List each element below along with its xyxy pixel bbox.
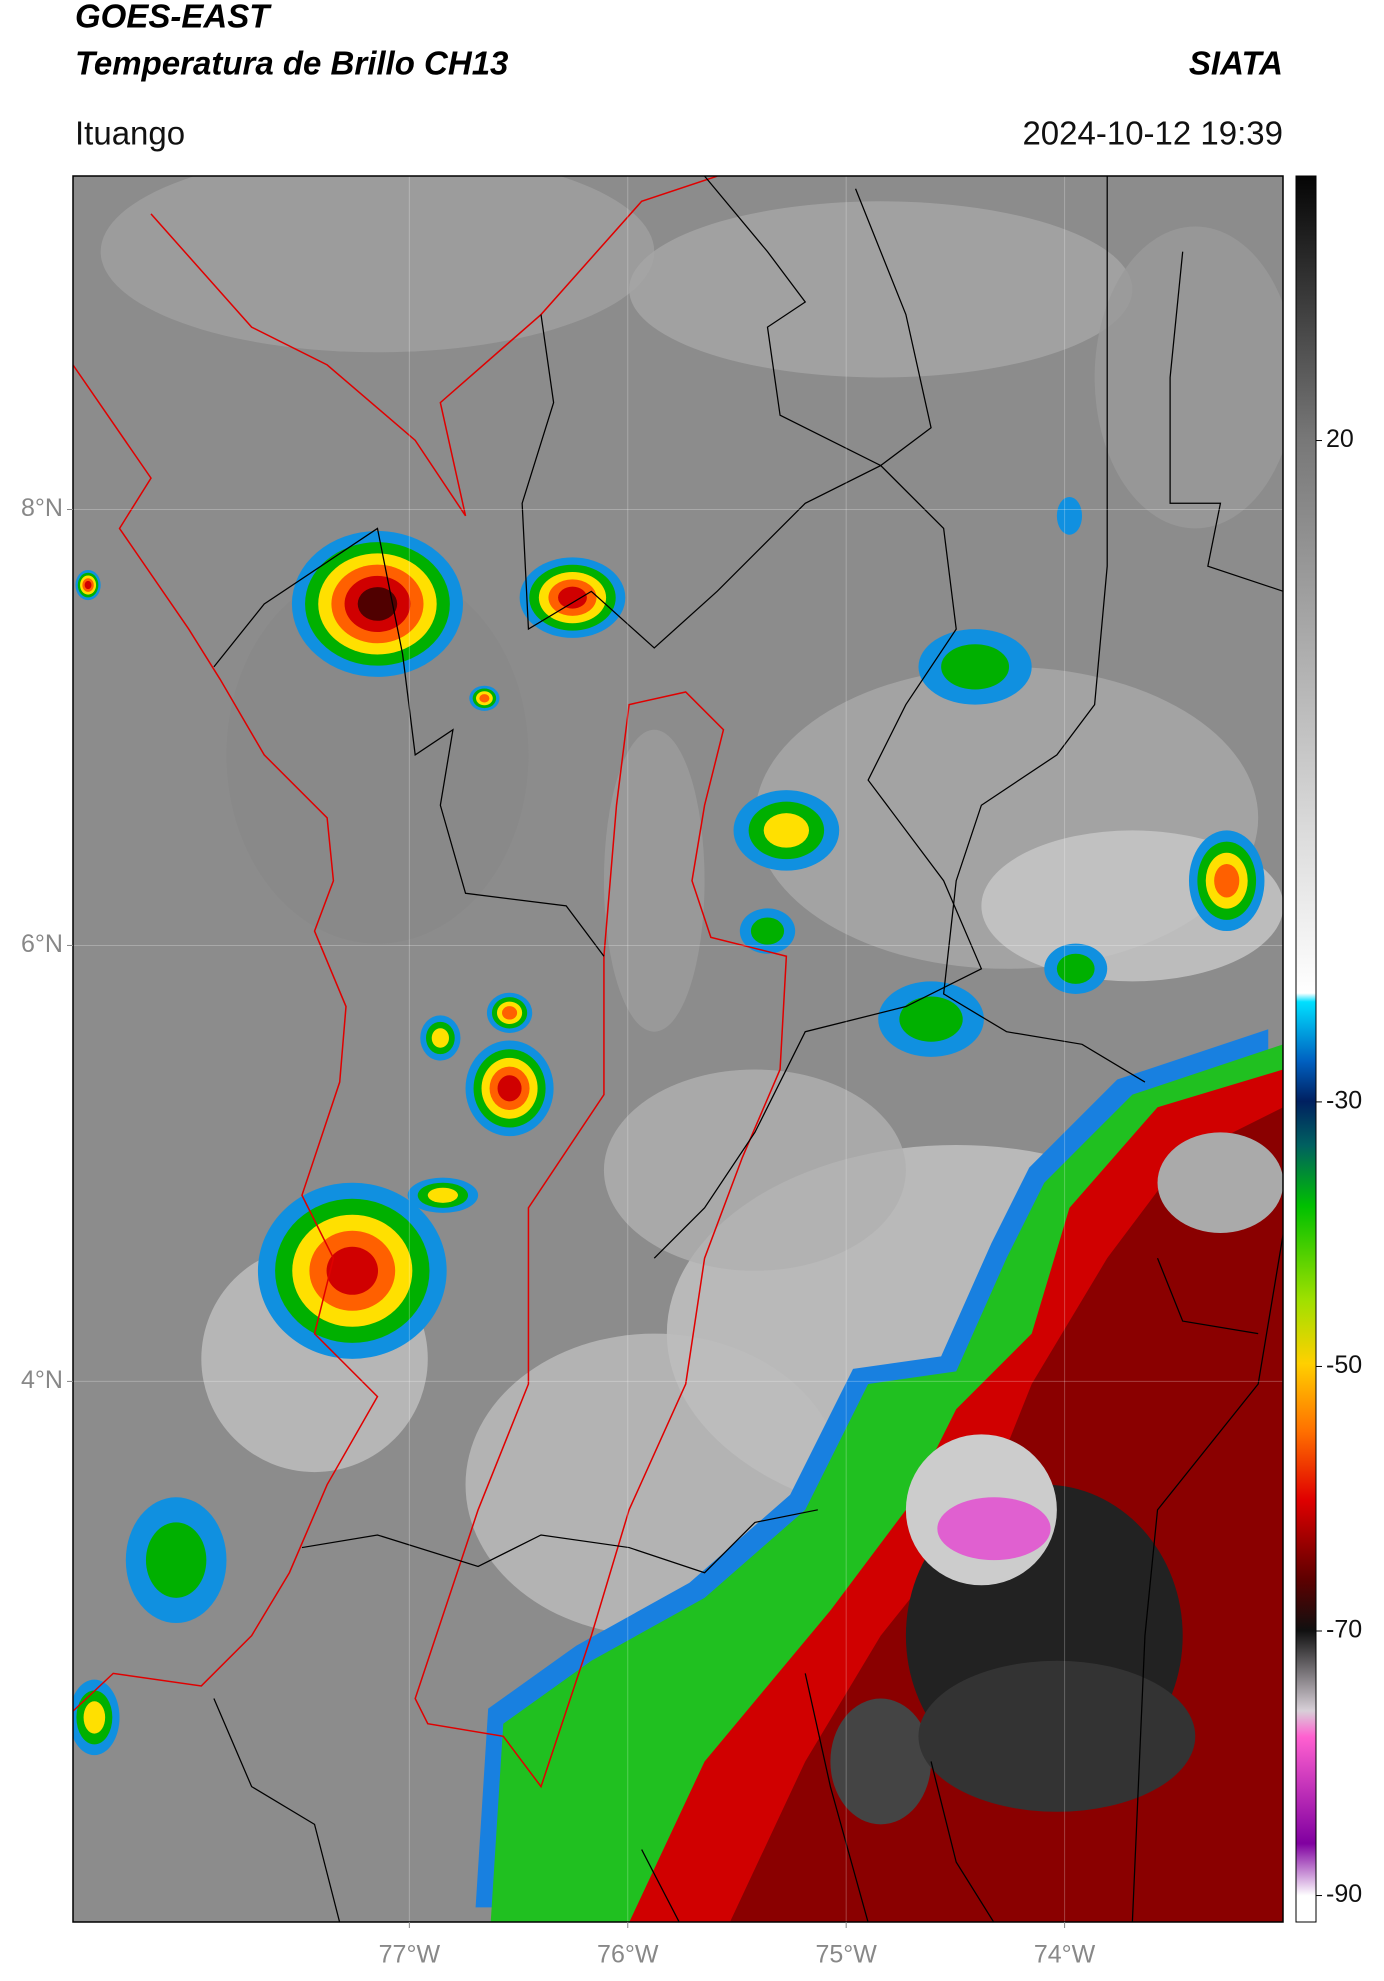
y-tick-label: 6°N <box>21 930 63 958</box>
cloud-patch <box>603 729 705 1032</box>
x-tick-label: 74°W <box>1034 1941 1096 1969</box>
boundary <box>301 1509 818 1574</box>
storm-cell <box>479 694 490 703</box>
storm-cell <box>431 1028 449 1048</box>
storm-cell <box>1056 496 1083 535</box>
x-tick-label: 77°W <box>379 1941 441 1969</box>
storm-cell <box>502 1006 518 1020</box>
title: GOES-EAST <box>75 0 272 35</box>
boundary <box>930 1761 995 1922</box>
x-tick-label: 75°W <box>815 1941 877 1969</box>
storm-cell <box>558 586 587 609</box>
boundary <box>641 1849 680 1922</box>
storm-cell <box>1214 863 1240 898</box>
imagery <box>73 176 1283 1922</box>
storm-cell <box>84 580 92 590</box>
storm-cell <box>497 1075 522 1102</box>
x-tick-label: 76°W <box>597 1941 659 1969</box>
boundary <box>521 314 983 1259</box>
storm-cell <box>83 1701 106 1734</box>
colorbar-tick-label: -30 <box>1326 1087 1362 1115</box>
boundary <box>804 1673 869 1922</box>
department-border <box>414 691 788 1789</box>
colorbar-tick-label: -90 <box>1326 1880 1362 1908</box>
subtitle: Temperatura de Brillo CH13 <box>75 45 508 82</box>
cloud-patch <box>603 1069 906 1271</box>
colorbar-tick-label: -50 <box>1326 1351 1362 1379</box>
storm-cell <box>427 1187 458 1203</box>
coastline <box>73 364 379 1712</box>
cold-core <box>937 1497 1051 1561</box>
source: SIATA <box>1189 45 1283 82</box>
coastline <box>150 176 718 517</box>
boundary <box>1131 1232 1283 1922</box>
cloud-patch <box>1094 226 1283 529</box>
y-tick-label: 4°N <box>21 1366 63 1394</box>
storm-cell <box>750 917 785 945</box>
boundary <box>1156 1257 1259 1335</box>
storm-cell <box>899 996 963 1042</box>
colorbar-tick-label: -70 <box>1326 1616 1362 1644</box>
storm-cell <box>941 644 1010 690</box>
cold-core <box>1157 1132 1283 1234</box>
storm-cell <box>145 1522 207 1598</box>
y-tick-label: 8°N <box>21 494 63 522</box>
boundary <box>942 176 1146 1083</box>
boundary <box>213 527 605 957</box>
storm-cell <box>1056 953 1095 984</box>
cold-core <box>918 1660 1196 1812</box>
colorbar <box>1295 175 1317 1923</box>
map-area <box>73 176 1283 1922</box>
storm-cell <box>763 813 810 848</box>
colorbar-tick-label: 20 <box>1326 425 1354 453</box>
cloud-patch <box>100 176 655 353</box>
map-frame <box>72 175 1284 1923</box>
boundary <box>213 1698 341 1922</box>
location: Ituango <box>75 115 185 152</box>
boundary <box>1169 251 1283 592</box>
cold-core <box>830 1698 932 1825</box>
storm-cell <box>357 587 398 621</box>
boundary <box>704 176 932 467</box>
cloud-patch <box>629 201 1133 378</box>
timestamp: 2024-10-12 19:39 <box>1022 115 1283 152</box>
storm-cell <box>326 1246 379 1295</box>
